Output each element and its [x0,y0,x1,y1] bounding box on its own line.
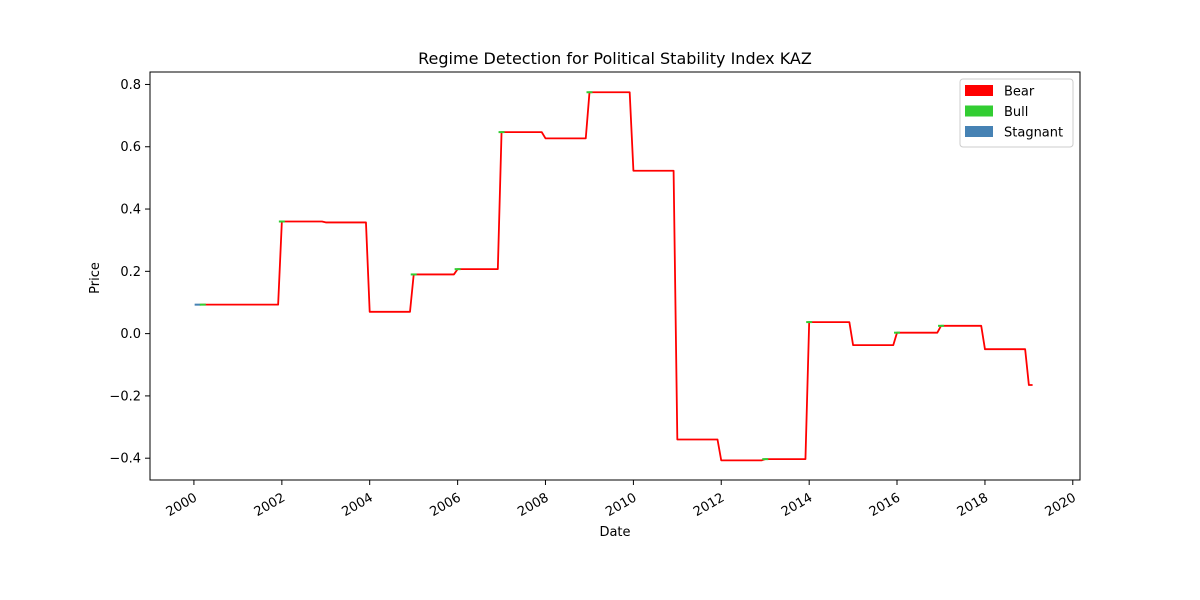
x-axis-title: Date [599,525,630,540]
y-tick-label: −0.2 [109,389,141,404]
legend-swatch-bear [965,85,993,96]
y-tick-label: 0.0 [120,327,141,342]
legend: Bear Bull Stagnant [959,78,1074,148]
plot-frame [149,71,1081,481]
y-tick-label: 0.4 [120,203,141,218]
legend-label-bull: Bull [1004,105,1028,120]
chart-title: Regime Detection for Political Stability… [418,49,812,68]
y-tick-label: 0.2 [120,265,141,280]
legend-swatch-bull [965,105,993,117]
y-axis-title: Price [88,262,103,294]
y-tick-label: 0.6 [120,140,141,155]
series-line-bear [201,91,1033,462]
legend-label-bear: Bear [1004,85,1035,100]
legend-swatch-stagnant [965,126,993,137]
y-tick-label: 0.8 [120,78,141,93]
y-tick-label: −0.4 [109,452,141,467]
legend-label-stagnant: Stagnant [1004,126,1063,141]
